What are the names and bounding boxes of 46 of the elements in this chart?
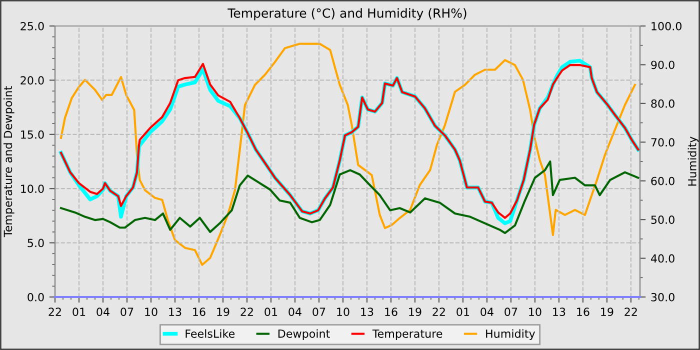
y-axis-title: Temperature and Dewpoint (4, 86, 14, 238)
x-tick-label: 19 (409, 308, 422, 316)
legend-label: FeelsLike (186, 329, 235, 338)
y-tick-label: 5.0 (28, 238, 44, 248)
x-tick-label: 10 (337, 308, 350, 316)
x-tick-label: 04 (288, 308, 302, 316)
x-tick-label: 01 (264, 308, 278, 316)
legend-label: Dewpoint (278, 329, 330, 340)
x-tick-label: 07 (312, 308, 326, 316)
x-tick-label: 07 (120, 308, 134, 316)
x-tick-label: 04 (480, 308, 494, 316)
y2-tick-label: 80.0 (651, 99, 674, 108)
y-tick-label: 15.0 (21, 130, 44, 139)
x-tick-label: 16 (193, 308, 206, 316)
chart-title: Temperature (°C) and Humidity (RH%) (228, 8, 466, 20)
legend-label: Humidity (486, 329, 536, 340)
x-tick-label: 10 (145, 308, 158, 316)
x-tick-label: 22 (240, 308, 253, 316)
x-tick-label: 01 (456, 308, 469, 316)
y-tick-label: 0.0 (28, 292, 44, 302)
x-tick-label: 22 (432, 308, 445, 316)
y2-tick-label: 70.0 (651, 138, 674, 147)
x-tick-label: 16 (385, 308, 398, 316)
x-tick-label: 13 (553, 308, 566, 316)
x-tick-label: 07 (504, 308, 518, 316)
y2-tick-label: 30.0 (651, 292, 674, 302)
y2-tick-label: 90.0 (651, 60, 674, 70)
y-tick-label: 25.0 (20, 22, 44, 30)
y2-tick-label: 50.0 (651, 216, 674, 224)
y2-tick-label: 40.0 (650, 254, 674, 263)
y2-tick-label: 60.0 (651, 176, 674, 186)
x-tick-label: 19 (601, 308, 614, 316)
y2-axis-title: Humidity (688, 136, 699, 186)
y2-tick-label: 100.0 (652, 22, 682, 30)
x-tick-label: 13 (169, 308, 182, 316)
y-tick-label: 10.0 (21, 184, 44, 193)
x-tick-label: 22 (48, 308, 61, 316)
legend-label: Temperature (372, 330, 442, 340)
x-tick-label: 10 (529, 308, 542, 316)
x-tick-label: 16 (577, 308, 590, 316)
x-tick-label: 13 (361, 308, 374, 316)
x-tick-label: 04 (96, 308, 110, 316)
x-tick-label: 01 (72, 308, 86, 316)
x-tick-label: 19 (217, 308, 230, 316)
x-tick-label: 22 (624, 308, 637, 316)
y-tick-label: 20.0 (20, 76, 44, 85)
